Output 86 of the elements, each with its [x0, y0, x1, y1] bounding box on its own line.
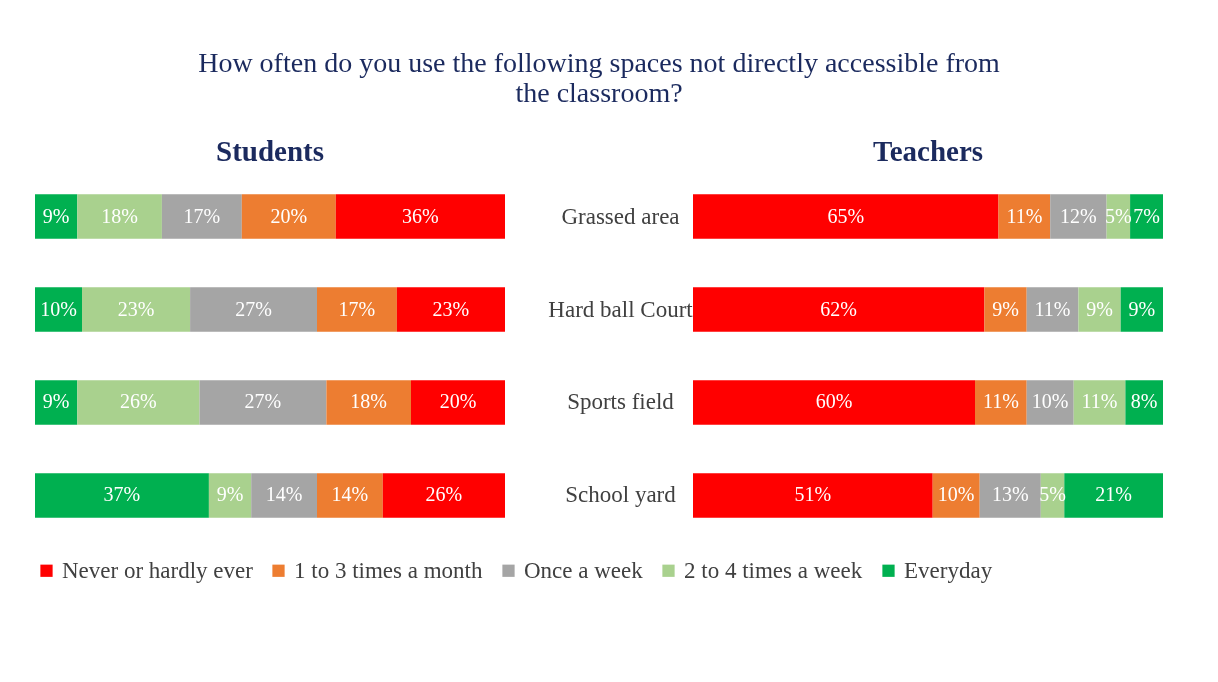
data-label: 11%: [1034, 297, 1071, 320]
data-label: 9%: [42, 390, 70, 413]
bar: [190, 287, 317, 332]
bar: [932, 473, 980, 518]
y-tick-label: Grassed area: [561, 203, 680, 229]
bar: [335, 194, 505, 239]
data-label: 27%: [244, 390, 282, 413]
data-label: 36%: [402, 204, 439, 227]
data-label: 7%: [1133, 204, 1160, 227]
legend-label: 1 to 3 times a month: [294, 557, 483, 583]
y-tick-label: Hard ball Court: [548, 296, 694, 322]
data-label: 9%: [1128, 297, 1156, 320]
data-label: 27%: [235, 297, 272, 320]
data-label: 9%: [216, 483, 244, 506]
bar: [1120, 287, 1163, 332]
bar: [396, 287, 505, 332]
bar: [77, 380, 200, 425]
data-label: 26%: [425, 483, 463, 506]
legend-label: Everyday: [904, 557, 993, 583]
bar: [35, 194, 78, 239]
bar: [161, 194, 242, 239]
bar: [984, 287, 1027, 332]
data-label: 11%: [1006, 204, 1043, 227]
data-label: 10%: [937, 483, 975, 506]
data-label: 8%: [1130, 390, 1158, 413]
bar: [693, 473, 933, 518]
data-label: 13%: [991, 483, 1029, 506]
bar: [1064, 473, 1163, 518]
bar: [35, 473, 209, 518]
data-label: 10%: [1031, 390, 1069, 413]
data-label: 9%: [42, 204, 70, 227]
bar: [1073, 380, 1126, 425]
data-label: 37%: [103, 483, 141, 506]
bar: [979, 473, 1041, 518]
data-label: 62%: [820, 297, 858, 320]
data-label: 11%: [982, 390, 1019, 413]
legend-label: 2 to 4 times a week: [684, 557, 863, 583]
data-label: 14%: [331, 483, 369, 506]
data-label: 11%: [1081, 390, 1118, 413]
y-tick-label: Sports field: [567, 389, 675, 415]
bar: [82, 287, 191, 332]
data-label: 26%: [120, 390, 157, 413]
bar: [1026, 287, 1079, 332]
data-label: 60%: [815, 390, 853, 413]
data-label: 23%: [432, 297, 470, 320]
data-label: 18%: [350, 390, 388, 413]
data-label: 20%: [439, 390, 477, 413]
legend-label: Never or hardly ever: [62, 557, 254, 583]
bar: [1125, 380, 1163, 425]
bar: [411, 380, 505, 425]
data-label: 23%: [117, 297, 155, 320]
bar: [1026, 380, 1074, 425]
bar: [1050, 194, 1107, 239]
data-label: 51%: [794, 483, 832, 506]
chart-title: Students: [216, 135, 324, 167]
bar: [241, 194, 336, 239]
bar: [693, 380, 975, 425]
bar: [1078, 287, 1121, 332]
data-label: 21%: [1095, 483, 1132, 506]
text: How often do you use the following spaces not directly accessible from the classroom?: [198, 47, 1001, 108]
data-label: 9%: [1086, 297, 1113, 320]
data-label: 9%: [992, 297, 1019, 320]
bar: [208, 473, 252, 518]
bar: [317, 287, 397, 332]
bar: [998, 194, 1051, 239]
data-label: 65%: [827, 204, 865, 227]
bar: [693, 194, 999, 239]
bar: [77, 194, 162, 239]
legend-label: Once a week: [524, 557, 644, 583]
bar: [975, 380, 1027, 425]
chart-title: Teachers: [872, 135, 984, 167]
data-label: 10%: [40, 297, 77, 320]
bar: [35, 380, 78, 425]
bar: [251, 473, 317, 518]
bar: [693, 287, 985, 332]
bar: [326, 380, 411, 425]
data-label: 12%: [1060, 204, 1097, 227]
bar: [382, 473, 505, 518]
data-label: 18%: [101, 204, 138, 227]
data-label: 14%: [265, 483, 303, 506]
bar: [317, 473, 383, 518]
bar: [199, 380, 327, 425]
data-label: 20%: [270, 204, 308, 227]
y-tick-label: School yard: [565, 482, 677, 508]
data-label: 17%: [183, 204, 221, 227]
data-label: 17%: [338, 297, 376, 320]
